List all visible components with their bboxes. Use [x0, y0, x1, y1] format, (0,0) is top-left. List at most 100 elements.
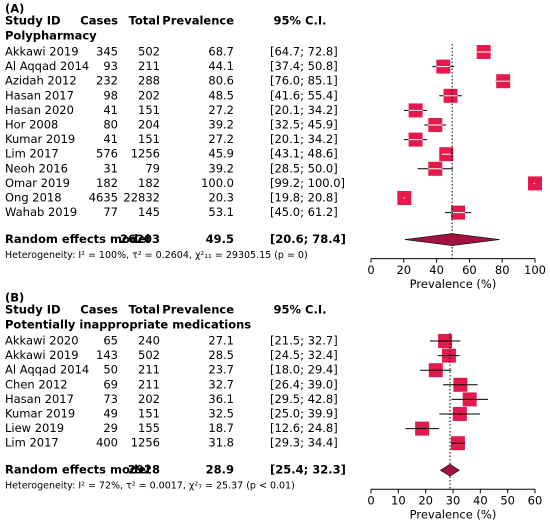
- prevalence: 45.9: [208, 147, 234, 161]
- x-tick-label: 20: [396, 263, 411, 277]
- total: 502: [138, 348, 160, 362]
- prevalence: 80.6: [208, 74, 234, 88]
- study-id: Ong 2018: [5, 191, 62, 205]
- cases: 49: [103, 407, 118, 421]
- cases: 576: [96, 147, 118, 161]
- pooled-total: 26203: [120, 232, 160, 246]
- x-tick-label: 0: [367, 494, 374, 508]
- x-tick-label: 10: [391, 494, 406, 508]
- ci: [32.5; 45.9]: [270, 118, 338, 132]
- heterogeneity: Heterogeneity: I² = 100%, τ² = 0.2604, χ…: [5, 250, 308, 261]
- cases: 41: [103, 103, 118, 117]
- ci: [45.0; 61.2]: [270, 205, 338, 219]
- pooled-diamond: [439, 463, 460, 477]
- panel-label: (B): [5, 291, 24, 305]
- study-id: Azidah 2012: [5, 74, 77, 88]
- total: 211: [138, 59, 160, 73]
- pooled-diamond: [404, 233, 500, 246]
- column-header: Total: [129, 303, 160, 317]
- pooled-value: 49.5: [206, 232, 234, 246]
- subgroup-title: Polypharmacy: [5, 29, 97, 43]
- prevalence: 68.7: [208, 45, 234, 59]
- x-tick-label: 50: [500, 494, 515, 508]
- column-header: Study ID: [5, 14, 61, 28]
- cases: 232: [96, 74, 118, 88]
- ci: [25.0; 39.9]: [270, 407, 338, 421]
- x-tick-label: 40: [429, 263, 444, 277]
- study-id: Kumar 2019: [5, 407, 75, 421]
- total: 145: [138, 205, 160, 219]
- cases: 41: [103, 132, 118, 146]
- x-axis-label: Prevalence (%): [410, 277, 497, 291]
- prevalence: 44.1: [208, 59, 234, 73]
- total: 502: [138, 45, 160, 59]
- total: 202: [138, 392, 160, 406]
- column-header: Cases: [80, 14, 118, 28]
- cases: 182: [96, 176, 118, 190]
- prevalence: 100.0: [201, 176, 234, 190]
- study-id: Hor 2008: [5, 118, 58, 132]
- study-id: Hasan 2017: [5, 392, 74, 406]
- total: 204: [138, 118, 160, 132]
- x-tick-label: 60: [528, 494, 543, 508]
- ci: [43.1; 48.6]: [270, 147, 338, 161]
- cases: 80: [103, 118, 118, 132]
- x-tick-label: 0: [367, 263, 374, 277]
- x-tick-label: 30: [446, 494, 461, 508]
- cases: 77: [103, 205, 118, 219]
- x-tick-label: 60: [462, 263, 477, 277]
- study-id: Al Aqqad 2014: [5, 59, 89, 73]
- cases: 73: [103, 392, 118, 406]
- study-id: Liew 2019: [5, 421, 64, 435]
- prevalence: 31.8: [208, 436, 234, 450]
- study-id: Kumar 2019: [5, 132, 75, 146]
- study-id: Omar 2019: [5, 176, 70, 190]
- column-header: 95% C.I.: [274, 14, 327, 28]
- pooled-label: Random effects model: [5, 232, 150, 246]
- study-id: Al Aqqad 2014: [5, 363, 89, 377]
- cases: 400: [96, 436, 118, 450]
- ci: [99.2; 100.0]: [270, 176, 345, 190]
- column-header: 95% C.I.: [274, 303, 327, 317]
- ci: [19.8; 20.8]: [270, 191, 338, 205]
- study-id: Neoh 2016: [5, 161, 68, 175]
- study-id: Lim 2017: [5, 436, 59, 450]
- total: 151: [138, 103, 160, 117]
- study-id: Akkawi 2019: [5, 348, 79, 362]
- x-tick-label: 20: [418, 494, 433, 508]
- prevalence: 27.2: [208, 132, 234, 146]
- x-tick-label: 80: [495, 263, 510, 277]
- study-id: Hasan 2017: [5, 88, 74, 102]
- total: 151: [138, 132, 160, 146]
- ci: [24.5; 32.4]: [270, 348, 338, 362]
- ci: [29.5; 42.8]: [270, 392, 338, 406]
- total: 155: [138, 421, 160, 435]
- pooled-ci: [25.4; 32.3]: [270, 463, 346, 477]
- prevalence: 27.2: [208, 103, 234, 117]
- total: 240: [138, 334, 160, 348]
- column-header: Cases: [80, 303, 118, 317]
- prevalence: 39.2: [208, 161, 234, 175]
- total: 288: [138, 74, 160, 88]
- total: 202: [138, 88, 160, 102]
- prevalence: 39.2: [208, 118, 234, 132]
- prevalence: 53.1: [208, 205, 234, 219]
- prevalence: 20.3: [208, 191, 234, 205]
- study-id: Akkawi 2019: [5, 45, 79, 59]
- column-header: Total: [129, 14, 160, 28]
- x-axis-label: Prevalence (%): [410, 508, 497, 522]
- total: 1256: [131, 147, 160, 161]
- pooled-total: 2928: [128, 463, 160, 477]
- ci: [21.5; 32.7]: [270, 334, 338, 348]
- column-header: Prevalence: [162, 14, 234, 28]
- column-header: Study ID: [5, 303, 61, 317]
- prevalence: 18.7: [208, 421, 234, 435]
- prevalence: 27.1: [208, 334, 234, 348]
- total: 151: [138, 407, 160, 421]
- pooled-value: 28.9: [206, 463, 234, 477]
- pooled-label: Random effects model: [5, 463, 150, 477]
- ci: [37.4; 50.8]: [270, 59, 338, 73]
- cases: 93: [103, 59, 118, 73]
- study-id: Chen 2012: [5, 377, 68, 391]
